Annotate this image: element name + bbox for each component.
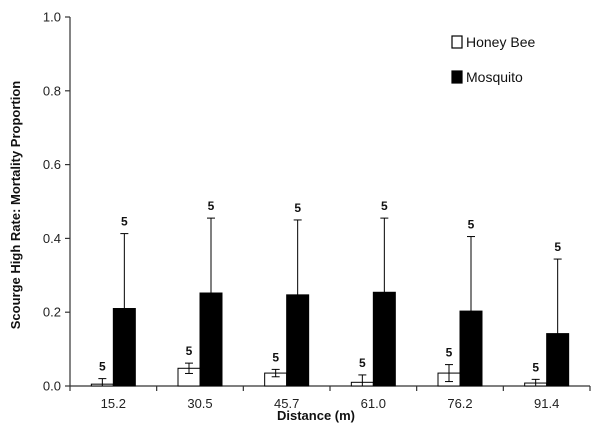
sample-size-label: 5 xyxy=(186,344,193,358)
legend: Honey Bee Mosquito xyxy=(451,34,535,85)
sample-size-label: 5 xyxy=(554,240,561,254)
sample-size-label: 5 xyxy=(272,350,279,364)
y-tick-label: 1.0 xyxy=(43,10,61,25)
bar-mosquito xyxy=(372,291,396,387)
y-tick-label: 0.2 xyxy=(43,305,61,320)
y-tick-label: 0.0 xyxy=(43,379,61,394)
sample-size-label: 5 xyxy=(359,356,366,370)
x-tick-label: 45.7 xyxy=(274,396,299,411)
sample-size-label: 5 xyxy=(208,199,215,213)
x-tick-label: 15.2 xyxy=(101,396,126,411)
y-tick-label: 0.6 xyxy=(43,157,61,172)
legend-swatch-honey-bee xyxy=(451,35,463,49)
sample-size-label: 5 xyxy=(532,360,539,374)
x-tick-label: 76.2 xyxy=(447,396,472,411)
legend-label-honey-bee: Honey Bee xyxy=(466,34,535,50)
y-tick-label: 0.8 xyxy=(43,83,61,98)
bar-mosquito xyxy=(546,333,570,387)
x-tick-label: 61.0 xyxy=(361,396,386,411)
axis-ticks xyxy=(65,16,591,391)
sample-size-label: 5 xyxy=(446,346,453,360)
sample-size-label: 5 xyxy=(294,201,301,215)
sample-size-label: 5 xyxy=(121,215,128,229)
bar-mosquito xyxy=(199,292,223,387)
sample-size-label: 5 xyxy=(381,199,388,213)
x-tick-label: 30.5 xyxy=(187,396,212,411)
bar-mosquito xyxy=(459,310,483,387)
legend-swatch-mosquito xyxy=(451,70,463,84)
bar-series xyxy=(90,217,570,387)
x-tick-label: 91.4 xyxy=(534,396,559,411)
tick-labels: 0.0 0.2 0.4 0.6 0.8 1.0 15.2 30.5 45.7 61.0 76.2 91… xyxy=(43,10,561,412)
sample-size-label: 5 xyxy=(468,218,475,232)
sample-size-label: 5 xyxy=(99,360,106,374)
y-axis-title: Scourge High Rate: Mortality Proportion xyxy=(8,81,23,330)
bar-mosquito xyxy=(286,294,310,387)
y-tick-label: 0.4 xyxy=(43,231,61,246)
legend-label-mosquito: Mosquito xyxy=(466,69,523,85)
x-axis-title: Distance (m) xyxy=(277,408,355,423)
bar-mosquito xyxy=(112,308,136,387)
